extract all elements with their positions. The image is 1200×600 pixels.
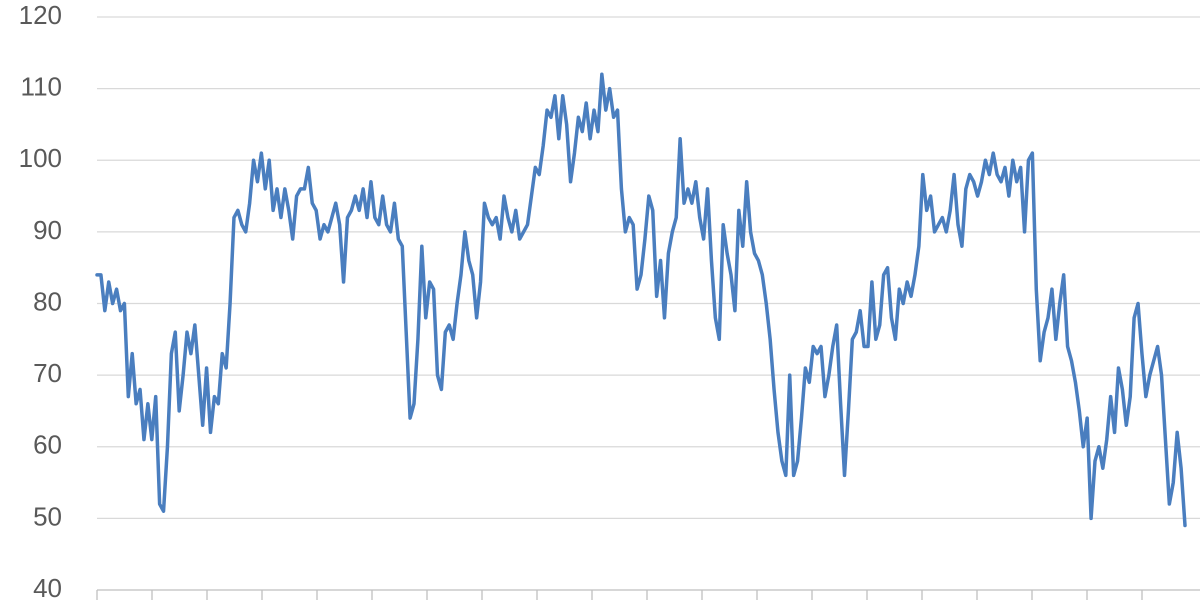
y-tick-label: 70 — [33, 358, 62, 388]
y-tick-label: 80 — [33, 286, 62, 316]
y-tick-label: 90 — [33, 215, 62, 245]
y-tick-label: 40 — [33, 573, 62, 600]
y-tick-label: 60 — [33, 430, 62, 460]
y-tick-label: 100 — [19, 143, 62, 173]
data-line — [95, 72, 1187, 528]
y-tick-label: 120 — [19, 0, 62, 30]
y-tick-label: 50 — [33, 501, 62, 531]
y-tick-label: 110 — [21, 72, 62, 102]
